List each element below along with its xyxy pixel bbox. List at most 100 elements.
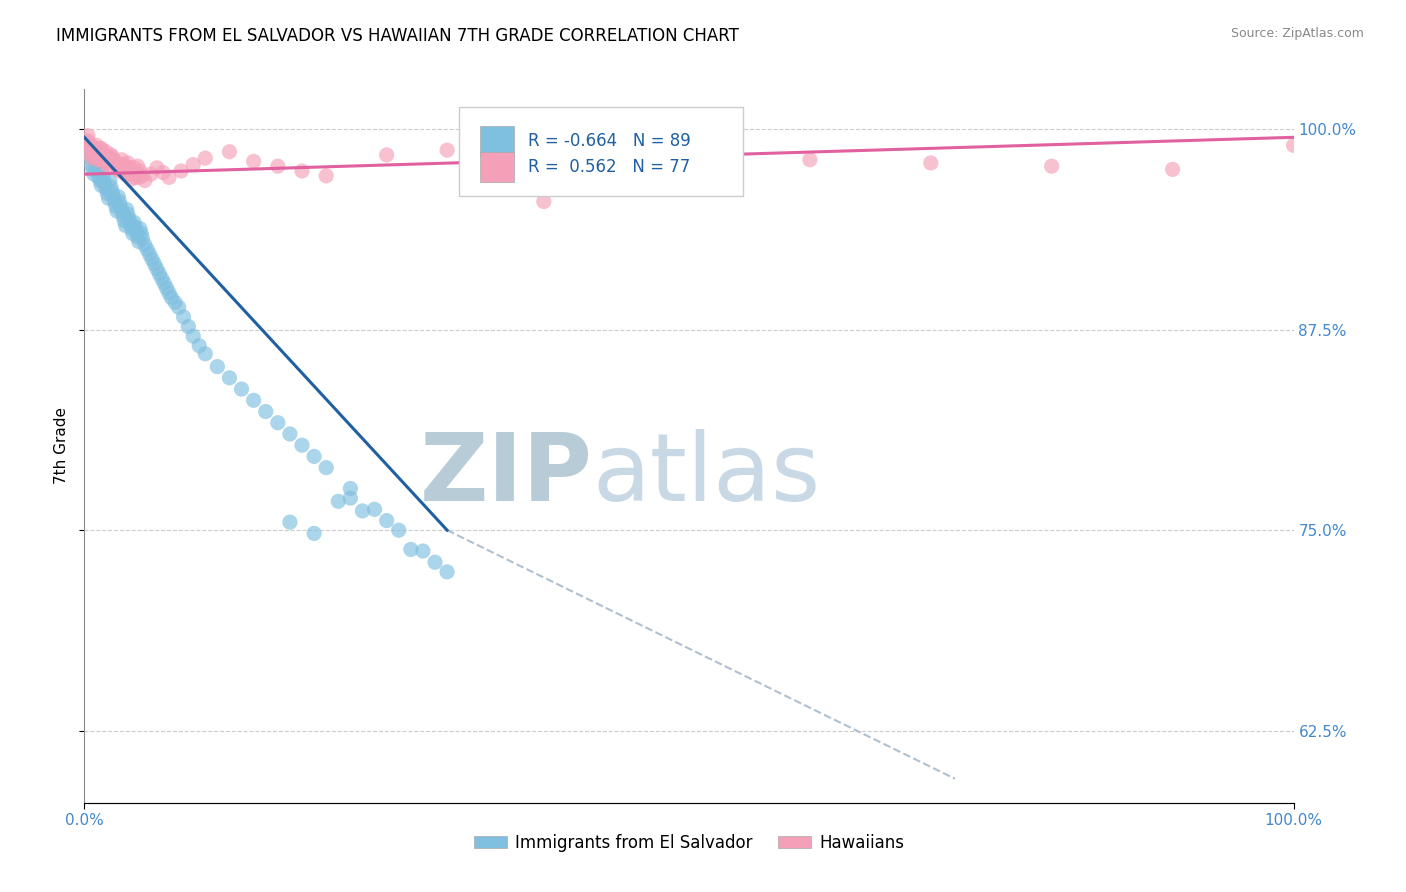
Point [157,285,180,300]
Point [112,162,135,177]
Point [114,219,136,233]
Point [557,146,579,161]
Point [141,252,163,267]
Point [339,491,361,505]
Point [146,261,169,276]
Point [165,295,187,310]
Point [125,165,148,179]
Point [108,164,131,178]
Point [533,194,555,209]
FancyBboxPatch shape [479,127,513,156]
Point [79,146,101,161]
Point [105,204,128,219]
Point [86,164,108,178]
Point [86,138,108,153]
Point [139,167,162,181]
Point [128,235,150,249]
Point [375,514,398,528]
Point [104,194,127,209]
Point [101,185,124,199]
Point [799,153,821,167]
Point [160,291,183,305]
Point [136,243,159,257]
Point [128,170,150,185]
Point [84,148,107,162]
Point [118,167,141,181]
Point [86,159,108,173]
Point [121,221,143,235]
Point [94,145,117,159]
Point [104,199,127,213]
Point [124,170,146,185]
Point [920,156,942,170]
Point [91,146,114,161]
Point [388,523,411,537]
Point [89,153,111,167]
Point [114,167,136,181]
Point [127,229,149,244]
Point [150,271,173,285]
Point [77,146,100,161]
Point [278,515,301,529]
Point [207,359,229,374]
Point [107,189,129,203]
Point [97,154,120,169]
Point [1040,159,1063,173]
Point [90,142,112,156]
Point [111,204,134,219]
Point [91,167,114,181]
Point [412,544,434,558]
Point [152,165,174,179]
Point [291,438,314,452]
Point [86,143,108,157]
Point [352,504,374,518]
Text: R =  0.562   N = 77: R = 0.562 N = 77 [529,158,690,176]
Point [242,154,264,169]
Point [188,339,211,353]
Point [104,157,127,171]
Point [131,231,153,245]
Point [129,227,152,241]
Point [242,393,264,408]
Point [1282,138,1305,153]
Point [84,150,107,164]
Point [107,162,129,177]
Point [97,191,120,205]
Point [218,145,240,159]
FancyBboxPatch shape [460,107,744,196]
Text: IMMIGRANTS FROM EL SALVADOR VS HAWAIIAN 7TH GRADE CORRELATION CHART: IMMIGRANTS FROM EL SALVADOR VS HAWAIIAN … [56,27,740,45]
Point [77,134,100,148]
Point [129,221,152,235]
Point [339,482,361,496]
Point [117,207,139,221]
Point [218,371,240,385]
Point [134,237,156,252]
Point [82,140,104,154]
Point [98,161,121,175]
Point [436,143,458,157]
Point [76,135,98,149]
Text: atlas: atlas [592,428,821,521]
Point [423,555,446,569]
Point [115,162,138,177]
Point [76,138,98,153]
Point [77,142,100,156]
Point [115,202,138,217]
Point [125,225,148,239]
Point [399,542,422,557]
Point [104,154,127,169]
Point [93,151,115,165]
FancyBboxPatch shape [479,152,513,182]
Point [363,502,385,516]
Point [94,181,117,195]
Point [82,162,104,177]
Legend: Immigrants from El Salvador, Hawaiians: Immigrants from El Salvador, Hawaiians [467,828,911,859]
Point [89,173,111,187]
Text: R = -0.664   N = 89: R = -0.664 N = 89 [529,132,690,150]
Point [87,148,110,162]
Point [103,189,125,203]
Point [112,157,135,171]
Point [177,319,200,334]
Point [80,157,103,171]
Point [100,148,122,162]
